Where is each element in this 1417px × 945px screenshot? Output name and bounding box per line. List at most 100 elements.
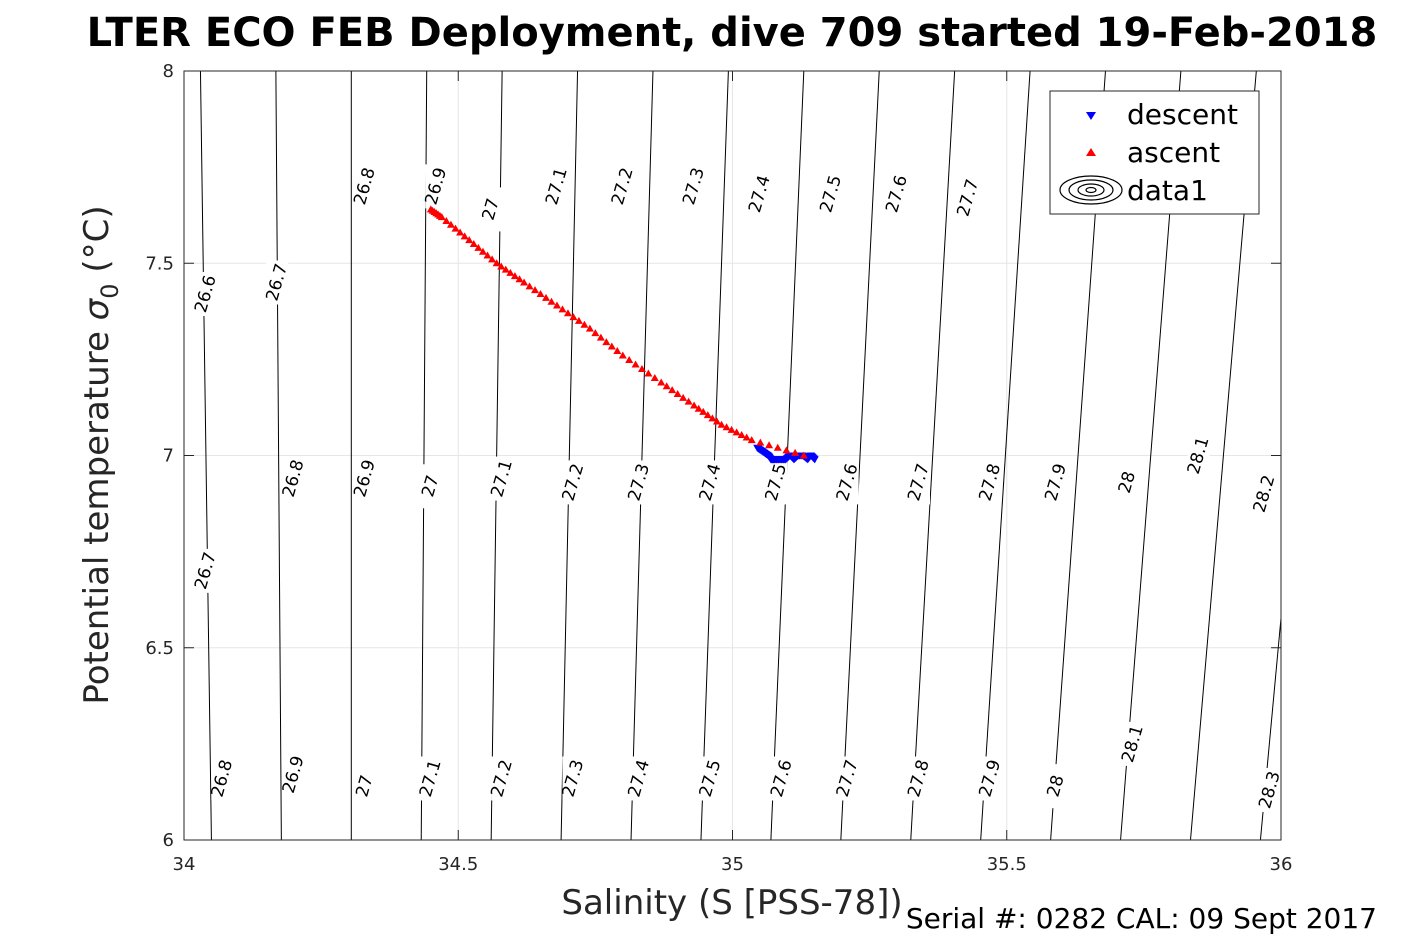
legend: descent ascent data1	[1049, 90, 1260, 215]
ascent-point	[492, 259, 501, 267]
isopycnal-line	[1259, 612, 1281, 840]
ascent-point	[520, 278, 529, 286]
ascent-point	[618, 351, 627, 359]
isopycnal-line	[50, 71, 72, 840]
contour-label-bg	[1259, 768, 1282, 813]
ascent-point	[742, 433, 751, 441]
ascent-point	[501, 265, 510, 273]
x-axis-label: Salinity (S [PSS-78])	[561, 883, 902, 923]
ascent-point	[717, 420, 726, 428]
isopycnal-line	[275, 71, 282, 840]
ascent-point	[657, 378, 666, 386]
contour-label-bg	[699, 756, 722, 801]
y-axis-label-main: Potential temperature	[77, 320, 117, 704]
contour-label-bg	[611, 164, 634, 209]
contour-label-bg	[836, 756, 859, 801]
ascent-point	[782, 446, 791, 454]
contour-label-bg	[979, 460, 1002, 505]
contour-label-bg	[419, 464, 442, 509]
ascent-point	[469, 240, 478, 248]
contour-label-bg	[979, 756, 1002, 801]
y-tick-label: 8	[163, 61, 174, 82]
contour-label-bg	[491, 756, 514, 801]
isopycnal-line	[840, 71, 880, 840]
ascent-point	[607, 342, 616, 350]
ascent-point	[442, 216, 451, 224]
chart-title: LTER ECO FEB Deployment, dive 709 starte…	[87, 10, 1378, 56]
ascent-point	[536, 290, 545, 298]
ascent-point	[585, 324, 594, 332]
ascent-point	[684, 397, 693, 405]
contour-label-bg	[480, 187, 503, 232]
contour-label-bg	[282, 752, 305, 797]
ascent-point	[737, 430, 746, 438]
x-tick-label: 35	[721, 854, 744, 875]
y-axis-label-subscript: 0	[96, 283, 124, 298]
ascent-point	[637, 364, 646, 372]
data-series	[426, 205, 819, 464]
contour-label-bg	[354, 456, 377, 501]
legend-ascent-marker	[1086, 148, 1096, 156]
density-contours	[50, 71, 1281, 840]
ascent-point	[580, 320, 589, 328]
ascent-point	[703, 411, 712, 419]
contour-label-bg	[836, 460, 859, 505]
ascent-point	[650, 373, 659, 381]
ascent-point	[525, 282, 534, 290]
ascent-point	[668, 386, 677, 394]
contour-label-bg	[1253, 471, 1276, 516]
ascent-point	[563, 309, 572, 317]
ascent-point	[552, 301, 561, 309]
ascent-point	[722, 423, 731, 431]
contour-label-bg	[562, 756, 585, 801]
contour-label-bg	[699, 460, 722, 505]
contour-label-bg	[425, 164, 448, 209]
contour-label-bg	[1116, 460, 1139, 505]
ascent-point	[428, 206, 437, 214]
x-tick-label: 36	[1270, 854, 1293, 875]
isopycnal-line	[700, 71, 729, 840]
ascent-point	[510, 272, 519, 280]
ascent-point	[773, 443, 782, 451]
ascent-point	[451, 224, 460, 232]
ascent-point	[673, 389, 682, 397]
ascent-point	[613, 347, 622, 355]
ascent-point	[708, 414, 717, 422]
ascent-point	[625, 356, 634, 364]
legend-box	[1049, 90, 1260, 215]
ascent-point	[765, 441, 774, 449]
contour-label-bg	[1045, 764, 1068, 809]
x-tick-label: 35.5	[987, 854, 1027, 875]
ascent-point	[799, 451, 808, 459]
isopycnal-line	[560, 71, 579, 840]
legend-data1-contour-icon	[1059, 175, 1123, 205]
contour-label-bg	[907, 756, 930, 801]
contour-label-bg	[957, 175, 980, 220]
contour-label-bg	[266, 260, 289, 305]
ascent-point	[446, 220, 455, 228]
ascent-point	[542, 293, 551, 301]
ascent-point	[631, 360, 640, 368]
serial-cal-footer: Serial #: 0282 CAL: 09 Sept 2017	[906, 902, 1377, 935]
ascent-point	[662, 382, 671, 390]
legend-ascent-label: ascent	[1127, 136, 1220, 169]
contour-label-bg	[491, 456, 514, 501]
contour-label-bg	[770, 756, 793, 801]
ascent-point	[694, 404, 703, 412]
x-tick-label: 34.5	[438, 854, 478, 875]
contour-label-bg	[194, 272, 217, 317]
ascent-point	[547, 297, 556, 305]
contour-label-bg	[545, 164, 568, 209]
legend-descent-label: descent	[1127, 98, 1238, 131]
ascent-point	[456, 228, 465, 236]
isopycnal-line	[980, 71, 1031, 840]
ascent-point	[591, 329, 600, 337]
ascent-point	[644, 369, 653, 377]
ascent-point	[690, 401, 699, 409]
x-tick-label: 34	[173, 854, 196, 875]
ascent-point	[488, 255, 497, 263]
ascent-point	[558, 305, 567, 313]
legend-data1-label: data1	[1127, 174, 1208, 207]
contour-label-bg	[194, 548, 217, 593]
